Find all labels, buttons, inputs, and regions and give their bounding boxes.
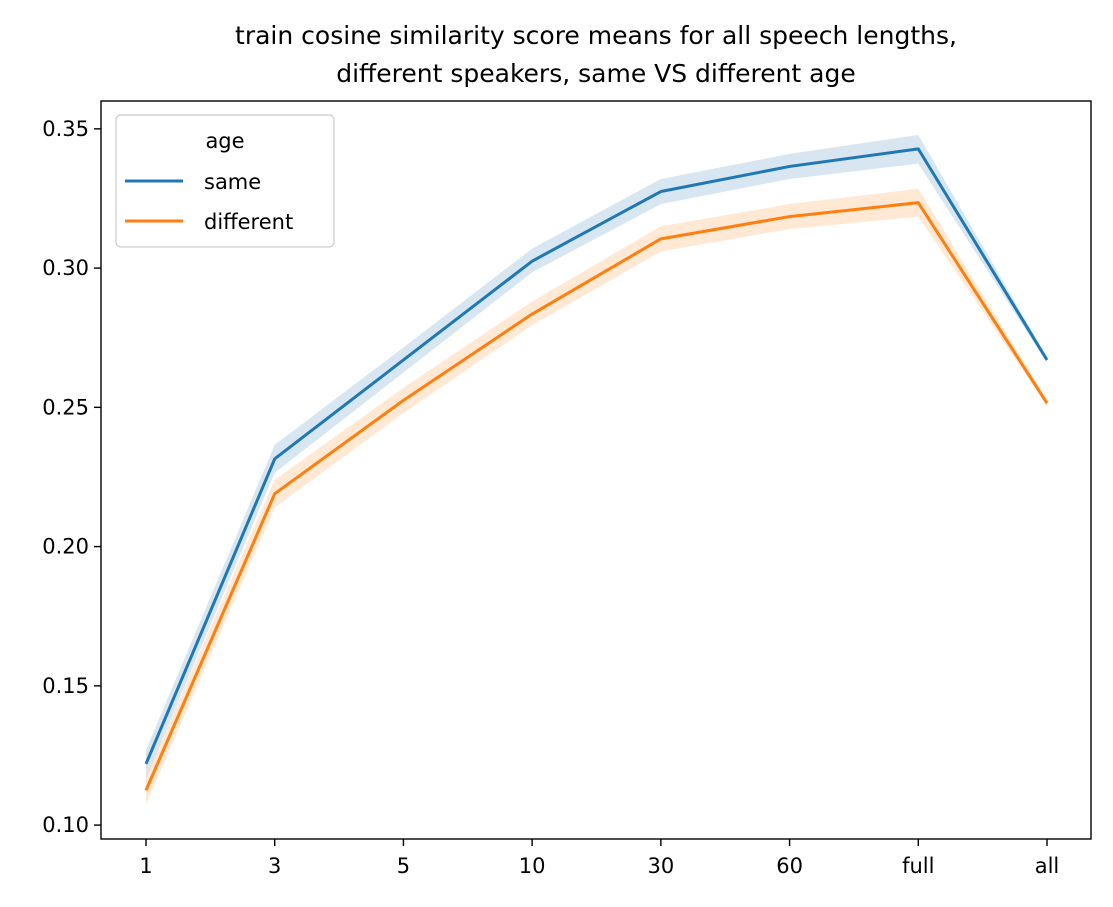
chart-title-line-1: train cosine similarity score means for … [235, 21, 957, 50]
legend: age same different [115, 114, 335, 248]
legend-title: age [205, 129, 244, 153]
x-tick-label: all [1035, 854, 1060, 878]
x-tick-label: 1 [139, 854, 152, 878]
y-tick-label: 0.35 [42, 117, 89, 141]
x-tick-label: 5 [397, 854, 410, 878]
x-axis: 1 3 5 10 30 60 full all [139, 839, 1059, 878]
x-tick-label: 3 [268, 854, 281, 878]
y-tick-label: 0.10 [42, 813, 89, 837]
x-tick-label: 30 [647, 854, 674, 878]
y-axis: 0.10 0.15 0.20 0.25 0.30 0.35 [42, 117, 101, 837]
y-tick-label: 0.25 [42, 395, 89, 419]
series-line-different [144, 201, 1049, 791]
y-tick-label: 0.20 [42, 535, 89, 559]
series-line-same [144, 147, 1049, 765]
legend-label-same: same [204, 170, 261, 194]
x-tick-label: full [902, 854, 934, 878]
y-tick-label: 0.30 [42, 256, 89, 280]
x-tick-label: 10 [519, 854, 546, 878]
chart-title-line-2: different speakers, same VS different ag… [336, 59, 856, 88]
legend-box [115, 114, 335, 248]
series-lines [144, 147, 1049, 791]
y-tick-label: 0.15 [42, 674, 89, 698]
x-tick-label: 60 [776, 854, 803, 878]
plot-area-frame [100, 100, 1092, 840]
legend-label-different: different [204, 210, 293, 234]
